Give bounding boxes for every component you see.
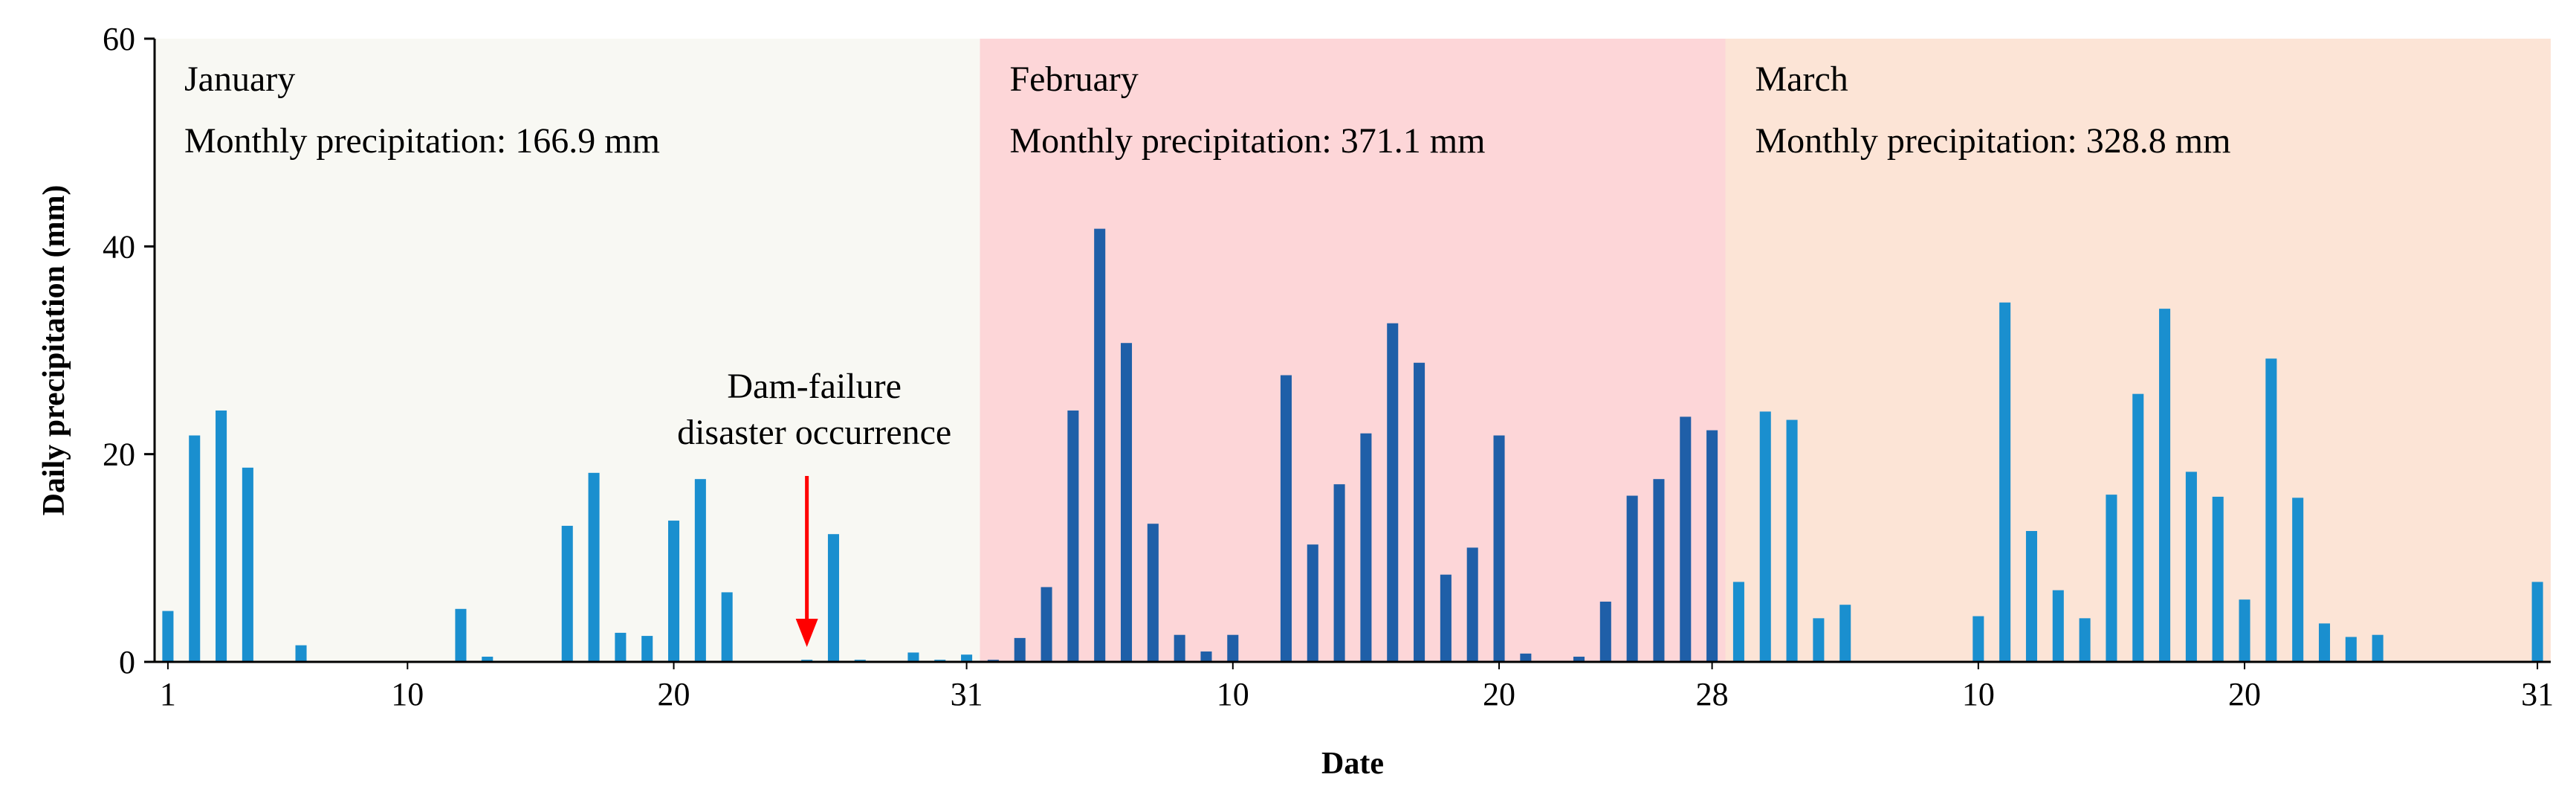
january-day-2-bar [189, 435, 201, 662]
february-day-20-bar [1493, 435, 1505, 662]
march-day-15-bar [2106, 495, 2117, 662]
february-day-17-bar [1414, 362, 1425, 662]
january-day-17-bar [588, 472, 600, 662]
x-axis-title: Date [1321, 747, 1384, 781]
march-day-3-bar [1786, 419, 1798, 662]
march-title: March [1755, 59, 1848, 99]
january-title: January [184, 59, 295, 99]
january-day-20-bar [668, 521, 680, 662]
march-day-5-bar [1839, 605, 1851, 662]
march-day-24-bar [2345, 637, 2357, 662]
january-tick-label-10: 10 [391, 676, 424, 712]
y-tick-label-20: 20 [103, 437, 135, 473]
march-day-18-bar [2185, 471, 2197, 662]
bar-series [162, 228, 2543, 663]
february-day-28-bar [1706, 430, 1718, 662]
february-day-9-bar [1200, 651, 1212, 662]
march-day-13-bar [2052, 590, 2064, 662]
january-tick-label-1: 1 [160, 676, 176, 712]
march-day-12-bar [2025, 531, 2037, 662]
february-day-21-bar [1520, 653, 1532, 662]
march-day-16-bar [2132, 393, 2144, 662]
march-day-31-bar [2531, 582, 2543, 662]
january-tick-label-20: 20 [658, 676, 690, 712]
february-day-16-bar [1387, 323, 1399, 662]
y-tick-label-0: 0 [119, 644, 135, 680]
january-day-4-bar [242, 467, 253, 662]
february-day-23-bar [1573, 657, 1585, 662]
january-day-6-bar [295, 645, 307, 662]
march-day-11-bar [1999, 302, 2011, 662]
annotation-line-1: Dam-failure [727, 367, 902, 406]
february-day-24-bar [1599, 601, 1611, 662]
february-day-5-bar [1094, 228, 1106, 663]
january-day-18-bar [615, 632, 627, 662]
march-day-25-bar [2372, 634, 2384, 662]
january-day-21-bar [694, 479, 706, 662]
february-day-19-bar [1466, 547, 1478, 662]
february-tick-label-28: 28 [1696, 676, 1729, 712]
february-day-4-bar [1067, 411, 1079, 662]
february-day-15-bar [1360, 433, 1372, 662]
january-day-1-bar [162, 611, 174, 662]
march-day-4-bar [1813, 618, 1825, 662]
annotation-line-2: disaster occurrence [677, 413, 951, 452]
january-day-29-bar [907, 652, 919, 662]
march-monthly-precipitation: Monthly precipitation: 328.8 mm [1755, 121, 2231, 161]
february-day-26-bar [1653, 479, 1665, 662]
march-day-14-bar [2079, 618, 2091, 662]
february-day-13-bar [1307, 544, 1318, 662]
march-day-20-bar [2239, 599, 2250, 662]
y-axis-title: Daily precipitation (mm) [37, 185, 71, 516]
march-day-17-bar [2159, 309, 2171, 662]
february-day-6-bar [1120, 343, 1133, 662]
february-day-2-bar [1014, 637, 1026, 662]
dam-failure-annotation: Dam-failure disaster occurrence [677, 367, 951, 647]
march-tick-label-10: 10 [1962, 676, 1995, 712]
january-day-3-bar [216, 411, 227, 662]
march-day-21-bar [2265, 358, 2277, 662]
january-day-12-bar [455, 608, 467, 662]
month-backgrounds [155, 39, 2551, 662]
axes [144, 37, 2551, 669]
february-monthly-precipitation: Monthly precipitation: 371.1 mm [1009, 121, 1485, 161]
february-day-8-bar [1174, 634, 1185, 662]
annotation-arrow-head [795, 619, 818, 647]
march-day-1-bar [1732, 582, 1744, 662]
february-tick-label-10: 10 [1217, 676, 1249, 712]
january-day-26-bar [827, 534, 839, 662]
january-tick-label-31: 31 [951, 676, 983, 712]
labels: January Monthly precipitation: 166.9 mm 1 1… [37, 21, 2554, 781]
february-day-25-bar [1626, 495, 1638, 662]
february-day-7-bar [1147, 524, 1159, 662]
march-day-22-bar [2292, 498, 2304, 662]
january-day-13-bar [482, 657, 493, 662]
january-day-31-bar [961, 654, 973, 662]
january-day-16-bar [561, 526, 573, 662]
march-tick-label-20: 20 [2228, 676, 2261, 712]
february-day-14-bar [1333, 484, 1345, 662]
march-tick-label-31: 31 [2521, 676, 2554, 712]
february-day-3-bar [1041, 587, 1052, 662]
january-monthly-precipitation: Monthly precipitation: 166.9 mm [184, 121, 660, 161]
january-day-22-bar [721, 592, 733, 662]
february-tick-label-20: 20 [1483, 676, 1515, 712]
march-day-19-bar [2212, 496, 2224, 662]
february-title: February [1009, 59, 1138, 99]
february-day-27-bar [1680, 416, 1692, 662]
january-day-19-bar [641, 636, 653, 662]
march-day-10-bar [1973, 616, 1984, 662]
march-day-2-bar [1759, 411, 1771, 662]
march-day-23-bar [2318, 623, 2331, 662]
february-day-10-bar [1227, 634, 1239, 662]
y-tick-label-40: 40 [103, 228, 135, 265]
february-day-12-bar [1280, 375, 1292, 662]
february-day-18-bar [1440, 574, 1452, 662]
y-tick-label-60: 60 [103, 21, 135, 57]
